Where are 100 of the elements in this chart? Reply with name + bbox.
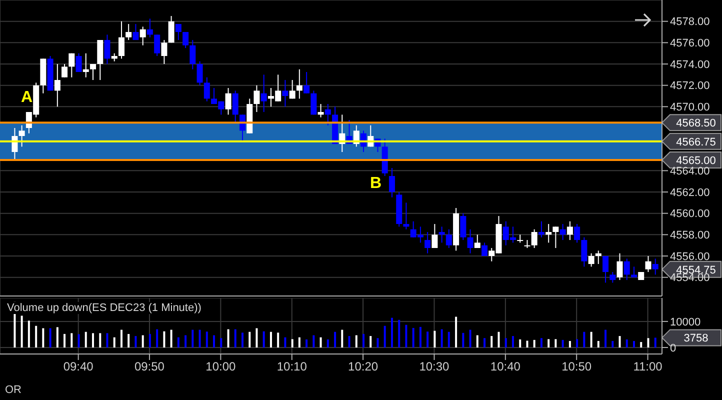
- candlestick: [90, 64, 96, 80]
- candlestick: [204, 76, 210, 102]
- bar: [612, 340, 614, 348]
- candlestick: [566, 220, 573, 240]
- candlestick: [196, 60, 203, 86]
- bar: [597, 340, 600, 348]
- candlestick: [289, 80, 296, 100]
- bar: [376, 338, 379, 348]
- bar: [192, 330, 194, 348]
- x-tick-label: 10:20: [348, 360, 378, 374]
- bar: [284, 337, 286, 348]
- bar: [341, 330, 344, 348]
- bar: [370, 336, 372, 348]
- bar: [148, 334, 151, 348]
- candlestick: [296, 68, 302, 100]
- candlestick: [438, 226, 445, 244]
- candlestick: [631, 266, 638, 278]
- bar: [412, 328, 414, 348]
- bar: [35, 326, 38, 348]
- bar: [306, 339, 308, 348]
- bar: [519, 339, 522, 348]
- bar: [227, 329, 230, 348]
- candlestick: [182, 32, 189, 48]
- bar: [484, 338, 486, 348]
- bar: [42, 328, 44, 348]
- y-tick-label: 4578.00: [670, 16, 710, 28]
- candlestick: [546, 224, 552, 244]
- bar: [49, 328, 52, 348]
- bar: [362, 334, 364, 348]
- bar: [604, 330, 607, 348]
- bar: [562, 340, 564, 348]
- bar: [626, 339, 628, 348]
- candlestick: [432, 224, 438, 248]
- candlestick: [388, 168, 395, 198]
- bar: [469, 330, 472, 348]
- bar: [113, 337, 116, 348]
- bar: [106, 333, 108, 348]
- x-tick-label: 10:40: [490, 360, 521, 374]
- bar: [128, 334, 130, 348]
- bar: [548, 339, 550, 348]
- bar: [213, 335, 216, 348]
- candlestick: [260, 74, 267, 112]
- bar: [618, 336, 621, 348]
- candlestick: [154, 34, 160, 56]
- candlestick: [318, 104, 324, 118]
- ref-line-label: 4568.50: [676, 118, 716, 130]
- bar: [398, 320, 400, 348]
- x-tick-label: 11:00: [633, 360, 663, 374]
- candlestick: [62, 64, 68, 78]
- bar: [78, 334, 80, 348]
- bar: [640, 342, 642, 348]
- bar: [504, 338, 507, 348]
- chart-title: Volume up down(ES DEC23 (1 Minute)): [5, 302, 204, 314]
- bar: [320, 337, 322, 348]
- bar: [405, 324, 408, 348]
- bar: [590, 332, 592, 348]
- bar: [334, 332, 336, 348]
- bar: [455, 316, 458, 348]
- price-tag: 4566.75: [661, 132, 722, 150]
- candlestick: [482, 242, 488, 256]
- ref-line-label: 4566.75: [676, 136, 716, 148]
- candlestick: [126, 24, 132, 40]
- y-tick-label: 4570.00: [670, 102, 710, 114]
- candlestick: [645, 256, 652, 272]
- y-tick-label: 10000: [670, 316, 701, 328]
- candlestick: [552, 226, 559, 248]
- candlestick: [146, 18, 153, 38]
- bar: [156, 329, 158, 348]
- candlestick: [232, 90, 238, 124]
- candlestick: [624, 258, 630, 280]
- candlestick: [168, 16, 174, 44]
- candlestick: [574, 224, 580, 244]
- bar: [291, 339, 294, 348]
- candlestick: [132, 24, 139, 40]
- text: OR: [5, 384, 22, 396]
- bar: [326, 339, 329, 348]
- bar: [512, 336, 514, 348]
- bar: [270, 332, 272, 348]
- candlestick: [18, 124, 25, 148]
- candlestick: [54, 64, 60, 108]
- candlestick: [424, 232, 431, 254]
- bar: [348, 336, 350, 348]
- candlestick: [76, 52, 82, 72]
- bar: [56, 327, 58, 348]
- bar: [355, 335, 358, 348]
- candlestick: [446, 228, 452, 248]
- bar: [220, 338, 222, 348]
- y-tick-label: 4556.00: [670, 250, 710, 263]
- bar: [28, 320, 30, 348]
- candlestick: [175, 24, 182, 40]
- candlestick: [254, 84, 260, 112]
- bar: [434, 330, 436, 348]
- y-tick-label: 4574.00: [670, 58, 710, 71]
- bar: [647, 338, 650, 348]
- candlestick: [225, 88, 232, 116]
- bar: [234, 329, 236, 348]
- y-tick-label: 4562.00: [670, 186, 710, 199]
- bar: [99, 333, 102, 348]
- candlestick: [610, 272, 616, 284]
- bar: [198, 330, 201, 348]
